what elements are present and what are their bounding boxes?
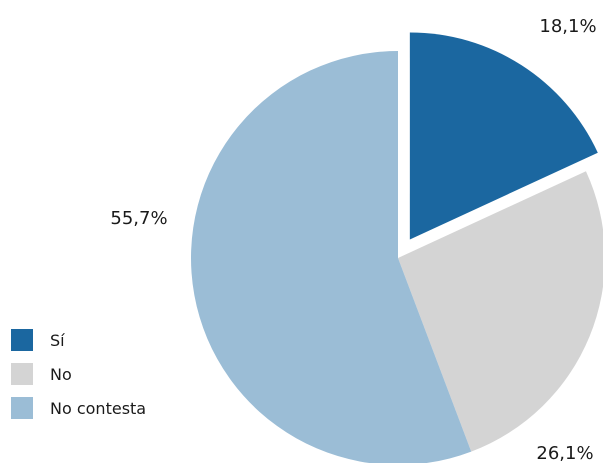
data-labels: 18,1% 26,1% 55,7% [110,16,596,463]
data-label-no: 26,1% [536,443,593,463]
data-label-no-contesta: 55,7% [110,208,167,229]
legend-swatch-no [11,363,33,385]
legend-swatch-si [11,329,33,351]
legend-label-no-contesta: No contesta [50,399,146,418]
pie-slice-si [409,32,598,240]
legend-label-si: Sí [50,331,65,350]
pie-slice-no [398,171,603,452]
pie-slice-no-contesta [191,51,472,463]
legend: Sí No No contesta [11,329,146,419]
legend-label-no: No [50,365,72,384]
data-label-si: 18,1% [539,16,596,37]
legend-swatch-no-contesta [11,397,33,419]
pie-slices [191,32,603,463]
